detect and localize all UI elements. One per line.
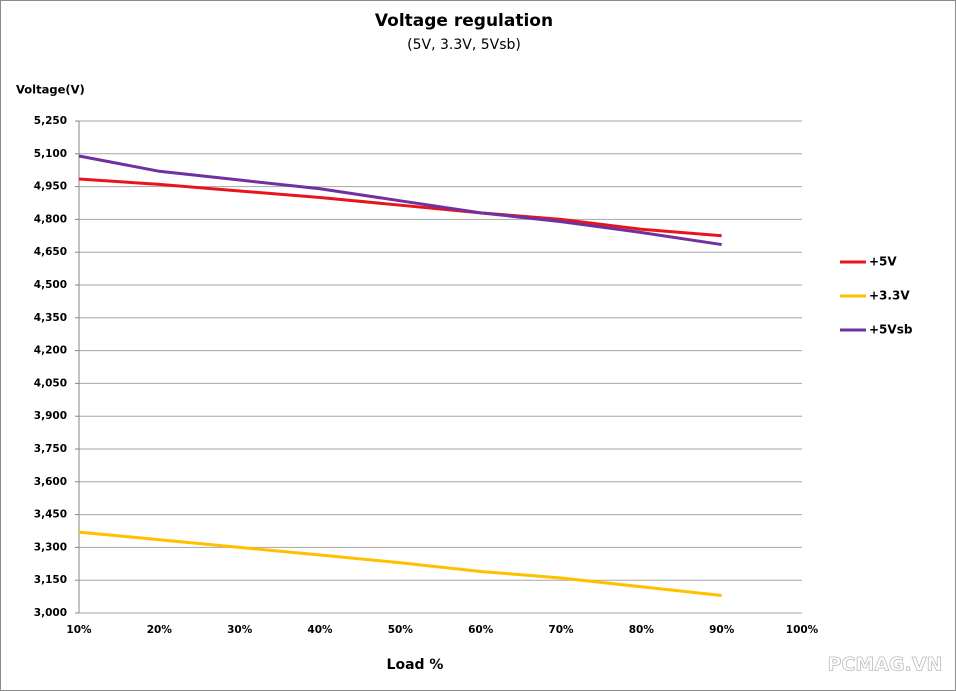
- x-tick-label: 20%: [147, 624, 173, 636]
- legend-label: +3.3V: [869, 289, 910, 303]
- y-tick-label: 3,600: [34, 476, 67, 488]
- series-line: [78, 177, 722, 238]
- y-tick-label: 3,900: [34, 410, 67, 422]
- x-tick-label: 70%: [548, 624, 574, 636]
- y-tick-label: 4,200: [34, 345, 67, 357]
- y-tick-label: 4,950: [34, 181, 67, 193]
- y-tick-label: 3,150: [34, 574, 67, 586]
- y-tick-label: 3,000: [34, 607, 67, 619]
- legend-label: +5Vsb: [869, 323, 913, 337]
- watermark: PCMAG.VN: [828, 654, 943, 676]
- y-tick-label: 5,100: [34, 148, 67, 160]
- y-tick-label: 4,650: [34, 246, 67, 258]
- x-tick-label: 30%: [227, 624, 253, 636]
- legend-label: +5V: [869, 255, 897, 269]
- y-tick-label: 4,500: [34, 279, 67, 291]
- series-line: [78, 154, 722, 247]
- x-tick-label: 90%: [709, 624, 735, 636]
- x-tick-label: 50%: [388, 624, 414, 636]
- x-tick-label: 40%: [307, 624, 333, 636]
- series-line: [78, 530, 722, 597]
- x-tick-label: 60%: [468, 624, 494, 636]
- y-axis-title: Voltage(V): [16, 83, 85, 97]
- chart-title: Voltage regulation: [375, 11, 553, 31]
- y-tick-label: 3,450: [34, 509, 67, 521]
- y-tick-label: 5,250: [34, 115, 67, 127]
- chart-subtitle: (5V, 3.3V, 5Vsb): [407, 37, 521, 53]
- x-tick-label: 80%: [629, 624, 655, 636]
- y-tick-label: 4,350: [34, 312, 67, 324]
- y-tick-label: 3,750: [34, 443, 67, 455]
- x-axis-title: Load %: [387, 657, 444, 673]
- y-tick-label: 4,800: [34, 213, 67, 225]
- x-tick-label: 10%: [66, 624, 92, 636]
- x-tick-label: 100%: [786, 624, 819, 636]
- y-tick-label: 4,050: [34, 377, 67, 389]
- y-tick-label: 3,300: [34, 541, 67, 553]
